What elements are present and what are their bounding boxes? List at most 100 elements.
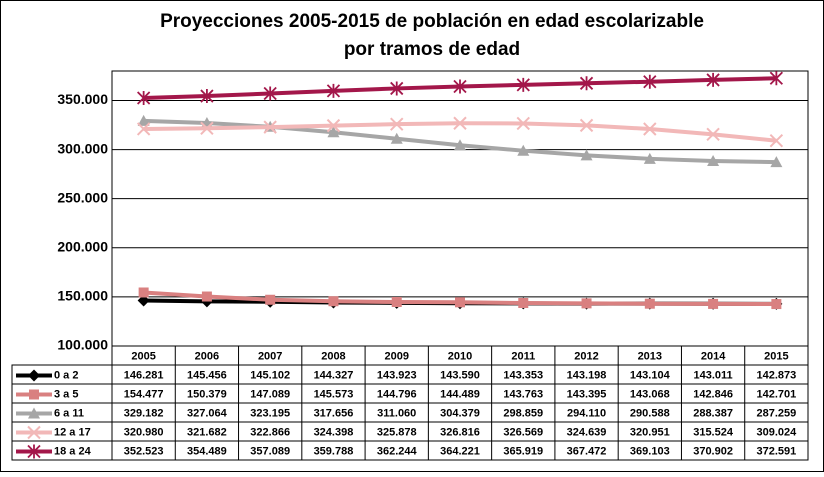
marker <box>516 116 530 131</box>
data-label: 298.859 <box>503 407 543 419</box>
marker <box>328 296 339 307</box>
x-tick-label: 2008 <box>321 350 345 362</box>
data-label: 372.591 <box>756 445 796 457</box>
data-label: 294.110 <box>567 407 606 419</box>
marker <box>769 71 784 86</box>
data-label: 367.472 <box>567 445 607 457</box>
data-label: 324.639 <box>567 426 607 438</box>
data-label: 329.182 <box>124 407 164 419</box>
marker <box>771 299 782 310</box>
data-label: 362.244 <box>377 445 418 457</box>
data-label: 154.477 <box>124 388 164 400</box>
marker <box>706 127 720 142</box>
data-label: 142.846 <box>693 388 733 400</box>
marker <box>265 294 276 305</box>
y-tick-label: 300.000 <box>57 140 108 156</box>
chart-title: por tramos de edad <box>344 39 520 60</box>
marker <box>453 116 467 130</box>
marker <box>200 89 214 104</box>
data-label: 323.195 <box>250 407 290 419</box>
marker <box>643 74 657 89</box>
marker <box>579 118 594 133</box>
data-label: 309.024 <box>756 426 797 438</box>
marker <box>326 83 341 98</box>
marker <box>708 298 719 309</box>
marker <box>769 134 784 148</box>
x-tick-label: 2014 <box>701 350 726 362</box>
marker <box>200 121 214 135</box>
data-label: 146.281 <box>124 369 164 381</box>
data-label: 143.011 <box>694 369 733 381</box>
marker <box>136 90 151 105</box>
legend-label: 18 a 24 <box>54 445 92 457</box>
data-label: 304.379 <box>440 407 480 419</box>
marker <box>137 114 150 126</box>
marker <box>201 291 212 302</box>
data-label: 317.656 <box>314 407 354 419</box>
marker <box>263 120 277 134</box>
data-label: 142.873 <box>756 369 796 381</box>
data-label: 321.682 <box>187 426 227 438</box>
table-border <box>11 364 809 461</box>
marker <box>27 425 41 440</box>
marker <box>327 126 340 138</box>
marker <box>29 389 39 400</box>
data-label: 364.221 <box>440 445 480 457</box>
data-label: 288.387 <box>693 407 733 419</box>
marker <box>138 287 149 298</box>
marker <box>28 407 40 419</box>
marker <box>28 369 40 382</box>
marker <box>643 122 657 136</box>
data-label: 326.816 <box>440 426 480 438</box>
data-label: 143.923 <box>377 369 417 381</box>
data-label: 311.060 <box>377 407 416 419</box>
marker <box>455 297 465 308</box>
data-label: 365.919 <box>503 445 543 457</box>
marker <box>263 86 277 101</box>
data-label: 327.064 <box>187 407 228 419</box>
x-tick-label: 2005 <box>131 350 155 362</box>
marker <box>517 144 530 156</box>
data-label: 370.902 <box>693 445 733 457</box>
data-label: 143.353 <box>503 369 543 381</box>
y-tick-label: 250.000 <box>57 189 108 205</box>
data-label: 143.198 <box>567 369 607 381</box>
data-label: 144.327 <box>314 369 354 381</box>
marker <box>326 118 341 133</box>
data-label: 143.104 <box>630 369 671 381</box>
data-label: 144.489 <box>440 388 480 400</box>
data-label: 145.102 <box>250 369 290 381</box>
marker <box>454 139 466 151</box>
x-tick-label: 2006 <box>195 350 219 362</box>
data-label: 352.523 <box>124 445 164 457</box>
data-label: 359.788 <box>314 445 354 457</box>
y-tick-label: 350.000 <box>57 91 108 107</box>
data-label: 150.379 <box>187 388 227 400</box>
data-label: 324.398 <box>314 426 354 438</box>
x-tick-label: 2011 <box>511 350 535 362</box>
legend-label: 6 a 11 <box>54 407 84 419</box>
marker <box>390 117 404 131</box>
data-label: 290.588 <box>630 407 670 419</box>
data-label: 143.763 <box>503 388 543 400</box>
marker <box>390 81 404 96</box>
marker <box>770 156 783 168</box>
chart-title: Proyecciones 2005-2015 de población en e… <box>160 11 704 32</box>
data-label: 287.259 <box>756 407 796 419</box>
legend-label: 12 a 17 <box>54 426 91 438</box>
marker <box>516 77 530 92</box>
marker <box>453 79 467 94</box>
data-label: 147.089 <box>250 388 290 400</box>
data-label: 326.569 <box>503 426 543 438</box>
marker <box>390 132 403 144</box>
data-label: 322.866 <box>250 426 290 438</box>
marker <box>707 154 720 166</box>
data-label: 145.456 <box>187 369 227 381</box>
x-tick-label: 2009 <box>384 350 408 362</box>
marker <box>643 152 656 164</box>
marker <box>391 297 402 308</box>
marker <box>136 122 151 136</box>
legend-label: 0 a 2 <box>54 369 78 381</box>
data-label: 369.103 <box>630 445 670 457</box>
